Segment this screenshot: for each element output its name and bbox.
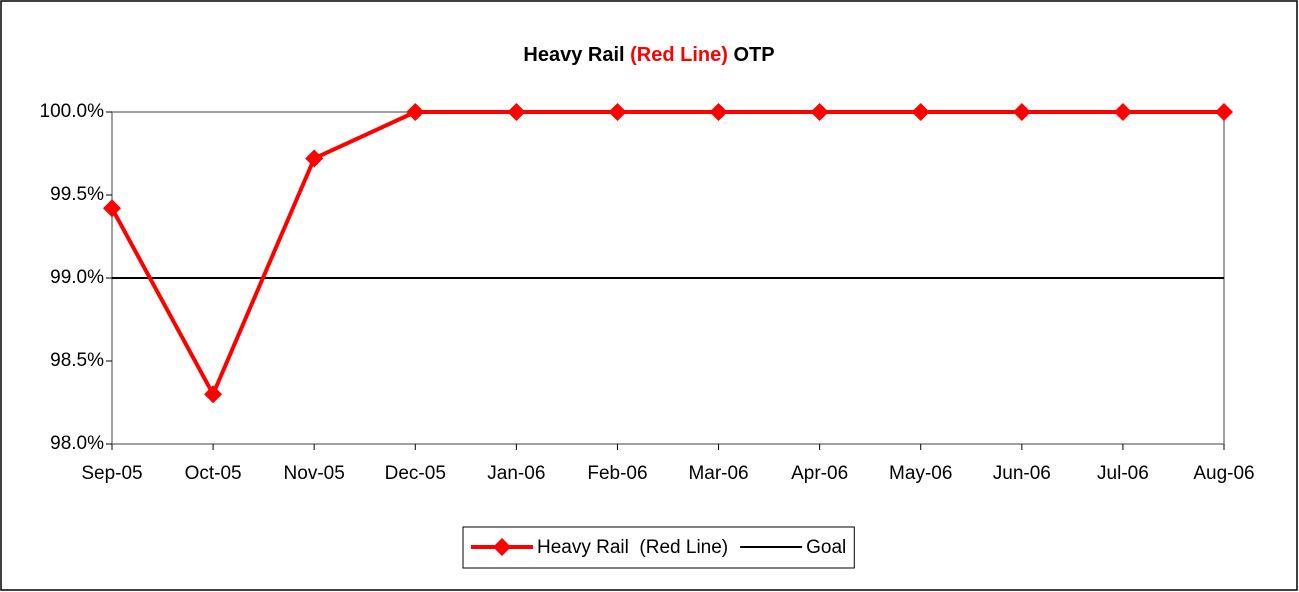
x-tick-label: Nov-05 (284, 463, 345, 484)
data-point (507, 103, 526, 121)
x-tick-label: Feb-06 (587, 463, 647, 484)
x-tick-label: Jan-06 (487, 463, 545, 484)
title-part: (Red Line) (630, 44, 728, 66)
x-tick-label: Sep-05 (81, 463, 142, 484)
data-point (1215, 103, 1233, 121)
data-point (1113, 103, 1132, 121)
legend-label: Heavy Rail (Red Line) (537, 537, 728, 558)
chart-title: Heavy Rail (Red Line) OTP (523, 44, 774, 66)
x-tick-label: Dec-05 (385, 463, 446, 484)
legend-marker (493, 538, 511, 556)
data-point (608, 103, 627, 121)
data-point (1012, 103, 1031, 121)
data-point (204, 385, 223, 404)
x-tick-label: Oct-05 (185, 463, 242, 484)
data-point (911, 103, 930, 121)
y-tick-label: 98.0% (50, 433, 104, 454)
series-line (110, 110, 1224, 397)
legend: Heavy Rail (Red Line) Goal (462, 526, 855, 569)
y-tick-label: 98.5% (50, 350, 104, 371)
title-part: Heavy Rail (523, 44, 624, 66)
data-point (406, 103, 425, 121)
y-tick-label: 99.0% (50, 267, 104, 288)
x-tick-label: Jul-06 (1097, 463, 1149, 484)
x-tick-label: Mar-06 (688, 463, 748, 484)
data-point (810, 103, 829, 121)
x-tick-label: Aug-06 (1193, 463, 1254, 484)
legend-label: Goal (806, 537, 846, 558)
x-tick-label: Jun-06 (993, 463, 1051, 484)
data-point (709, 103, 728, 121)
data-point (305, 149, 324, 168)
x-tick-label: Apr-06 (791, 463, 848, 484)
y-tick-label: 100.0% (40, 101, 105, 122)
title-part: OTP (733, 44, 774, 66)
data-point (103, 199, 121, 218)
x-tick-label: May-06 (889, 463, 952, 484)
y-tick-label: 99.5% (50, 184, 104, 205)
